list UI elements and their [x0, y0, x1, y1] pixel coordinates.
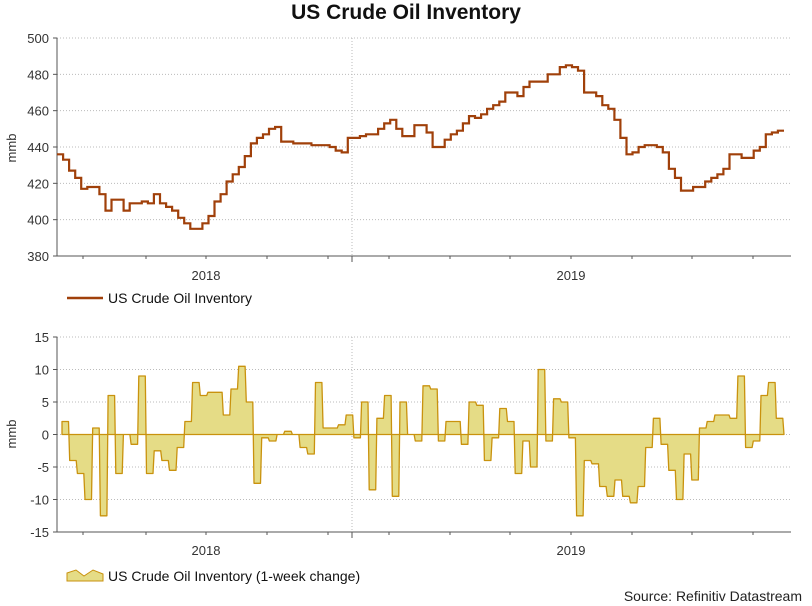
source-note: Source: Refinitiv Datastream — [623, 588, 802, 604]
y-tick-label: 0 — [42, 428, 49, 443]
y-tick-label: 480 — [27, 67, 49, 82]
x-tick-label: 2019 — [557, 268, 586, 283]
y-tick-label: 10 — [35, 363, 49, 378]
top-grid — [57, 37, 791, 256]
x-tick-label: 2018 — [192, 543, 221, 558]
bottom-x-axis: 2018 2019 — [82, 532, 754, 558]
bottom-y-axis-label: mmb — [4, 420, 19, 449]
chart-title: US Crude Oil Inventory — [291, 1, 521, 24]
top-x-axis: 2018 2019 — [82, 256, 754, 283]
top-y-axis: 380 400 420 440 460 480 500 — [27, 31, 57, 264]
y-tick-label: -15 — [30, 525, 49, 540]
y-tick-label: 15 — [35, 330, 49, 345]
top-y-axis-label: mmb — [4, 134, 19, 163]
y-tick-label: 460 — [27, 104, 49, 119]
y-tick-label: 500 — [27, 31, 49, 46]
bottom-legend-swatch — [66, 569, 104, 582]
bottom-y-axis: -15 -10 -5 0 5 10 15 — [30, 330, 57, 540]
inventory-line — [57, 64, 784, 230]
top-legend-label: US Crude Oil Inventory — [108, 290, 252, 306]
y-tick-label: 420 — [27, 176, 49, 191]
y-tick-label: 380 — [27, 249, 49, 264]
x-tick-label: 2018 — [192, 268, 221, 283]
x-tick-label: 2019 — [557, 543, 586, 558]
bottom-legend-label: US Crude Oil Inventory (1-week change) — [108, 568, 360, 584]
y-tick-label: 400 — [27, 213, 49, 228]
y-tick-label: 440 — [27, 140, 49, 155]
y-tick-label: 5 — [42, 395, 49, 410]
weekly-change-area — [61, 365, 785, 517]
inventory-level-panel: 380 400 420 440 460 480 500 2018 2019 mmb US Cr… — [4, 31, 791, 306]
y-tick-label: -10 — [30, 493, 49, 508]
bottom-legend: US Crude Oil Inventory (1-week change) — [66, 568, 360, 584]
weekly-change-panel: -15 -10 -5 0 5 10 15 2018 2019 mmb US Crude Oil… — [4, 330, 791, 584]
top-legend: US Crude Oil Inventory — [67, 290, 252, 306]
y-tick-label: -5 — [37, 460, 49, 475]
